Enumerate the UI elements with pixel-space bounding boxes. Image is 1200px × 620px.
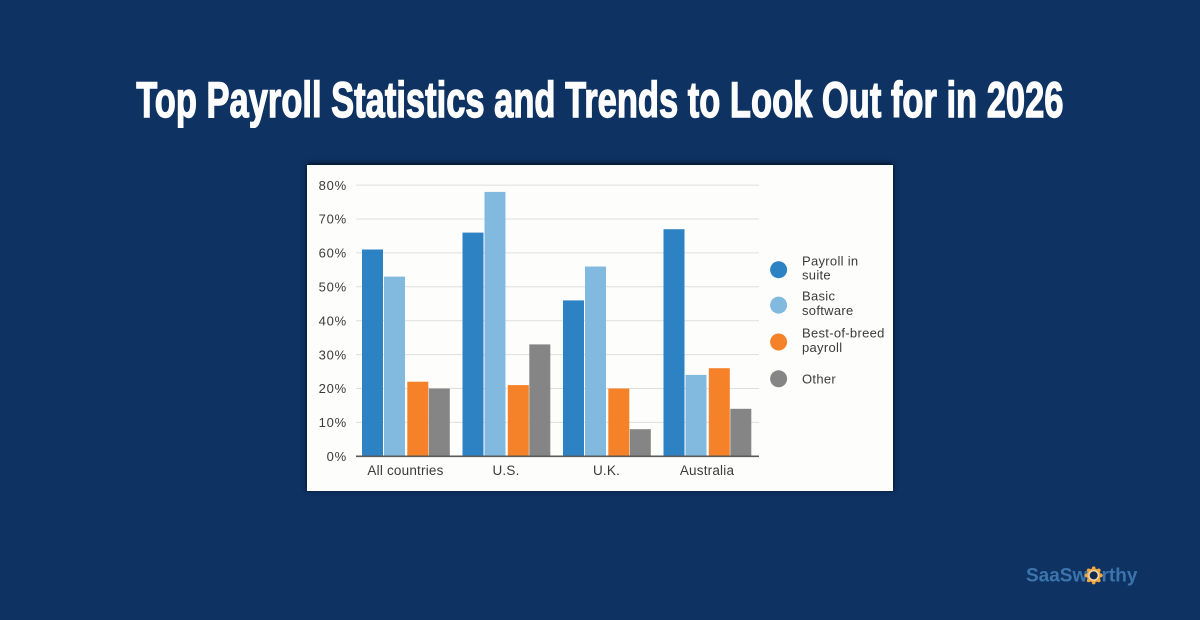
svg-text:SaaSw: SaaSw (1026, 566, 1087, 587)
svg-text:70%: 70% (319, 212, 347, 227)
svg-text:Payroll in: Payroll in (802, 253, 858, 268)
svg-text:rthy: rthy (1102, 566, 1138, 587)
svg-text:All countries: All countries (367, 463, 443, 478)
svg-text:0%: 0% (327, 449, 347, 464)
svg-text:software: software (802, 303, 854, 318)
svg-text:60%: 60% (319, 246, 347, 261)
svg-text:Best-of-breed: Best-of-breed (802, 326, 885, 341)
svg-text:Other: Other (802, 372, 836, 387)
svg-text:payroll: payroll (802, 340, 842, 355)
svg-text:U.K.: U.K. (593, 463, 620, 478)
svg-text:80%: 80% (319, 178, 347, 193)
svg-text:Australia: Australia (680, 463, 735, 478)
svg-text:20%: 20% (319, 381, 347, 396)
svg-text:30%: 30% (319, 347, 347, 362)
svg-text:U.S.: U.S. (492, 463, 519, 478)
svg-text:50%: 50% (319, 280, 347, 295)
svg-text:Basic: Basic (802, 289, 835, 304)
svg-text:10%: 10% (319, 415, 347, 430)
svg-text:suite: suite (802, 268, 831, 283)
svg-text:40%: 40% (319, 313, 347, 328)
